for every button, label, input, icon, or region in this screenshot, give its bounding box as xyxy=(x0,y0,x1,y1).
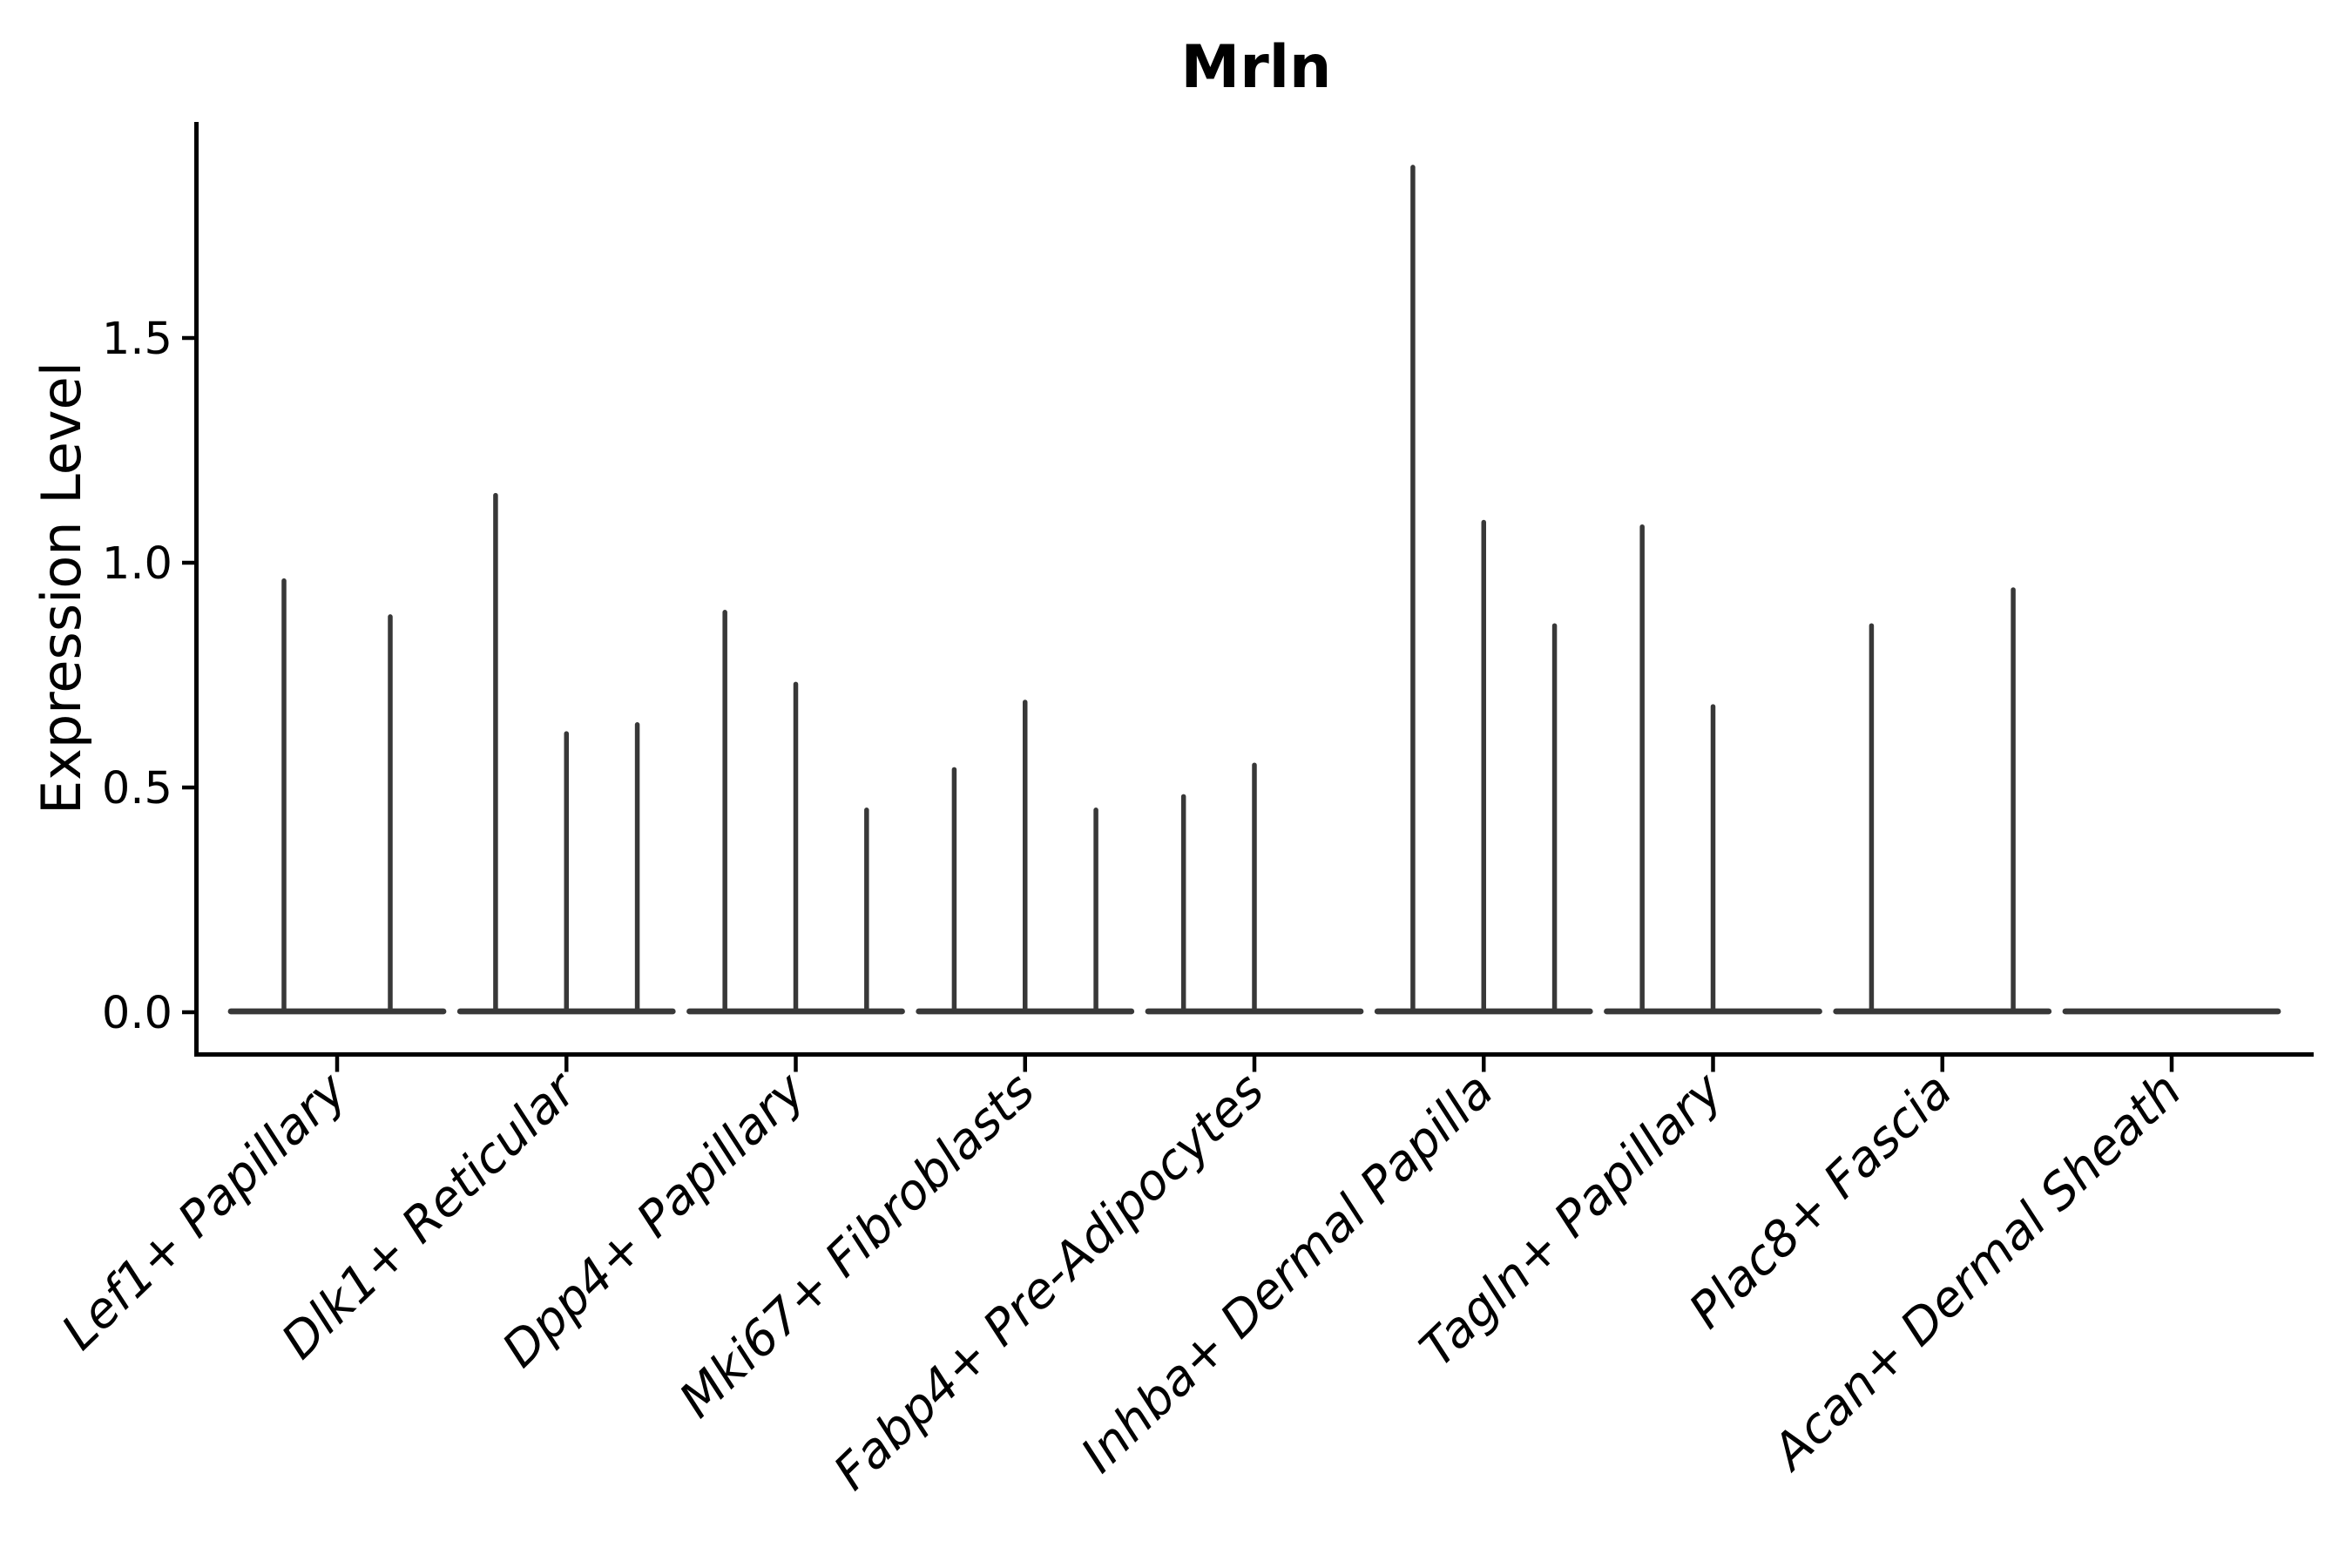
violins-layer xyxy=(227,165,2281,1015)
chart-title: Mrln xyxy=(1181,33,1332,102)
y-tick-label: 1.0 xyxy=(102,538,172,590)
x-category-label: Acan+ Dermal Sheath xyxy=(1761,1062,2193,1482)
y-axis-label: Expression Level xyxy=(30,362,93,814)
axes-layer: 0.0 0.5 1.0 1.5 xyxy=(102,122,2314,1072)
y-tick-label: 1.5 xyxy=(102,314,172,365)
y-tick-label: 0.5 xyxy=(102,763,172,814)
x-category-label: Fabp4+ Pre-Adipocytes xyxy=(823,1062,1275,1501)
x-category-label: Inhba+ Dermal Papilla xyxy=(1071,1062,1504,1484)
y-tick-label: 0.0 xyxy=(102,988,172,1039)
